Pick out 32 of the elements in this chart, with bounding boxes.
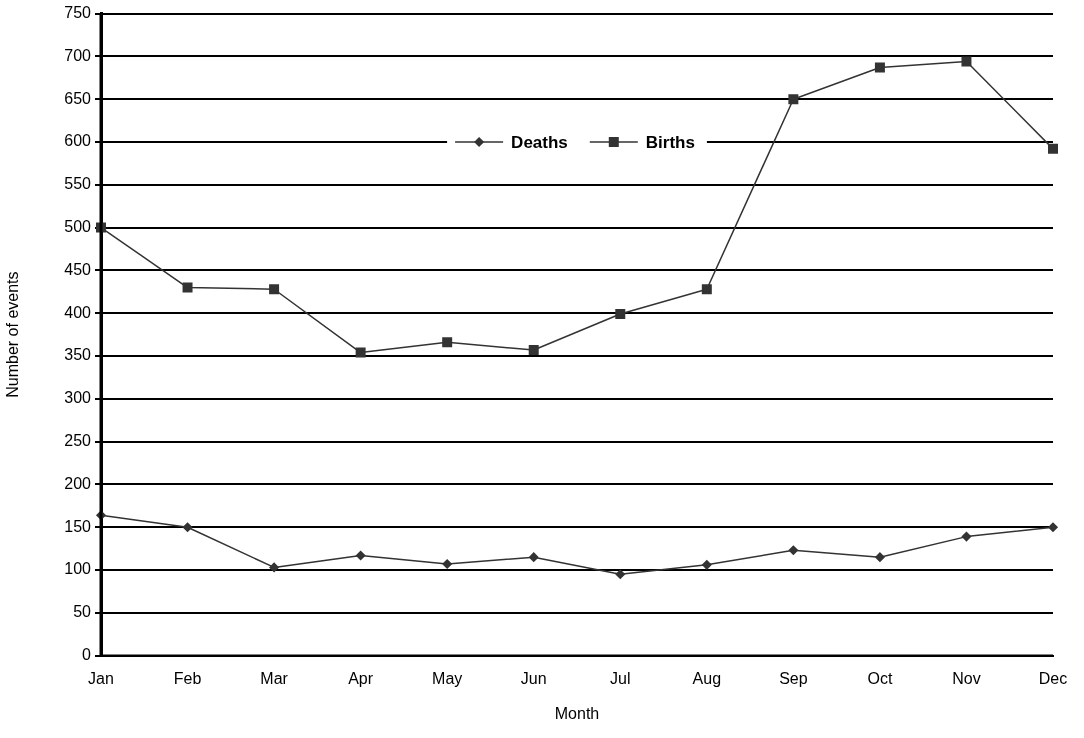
y-tick-label: 750 <box>64 4 92 22</box>
x-tick-label: Feb <box>173 669 202 687</box>
y-tick-label: 600 <box>64 132 92 150</box>
x-tick-label: Apr <box>348 669 374 687</box>
x-tick-label: Nov <box>952 669 981 687</box>
x-tick-label: Aug <box>692 669 722 687</box>
y-tick-label: 200 <box>64 474 92 492</box>
y-tick-label: 450 <box>64 260 92 278</box>
y-tick-label: 150 <box>64 517 92 535</box>
x-tick-label: Sep <box>779 669 808 687</box>
y-tick-label: 500 <box>64 218 92 236</box>
legend-label: Births <box>645 132 695 152</box>
x-tick-label: Dec <box>1038 669 1068 687</box>
x-tick-label: Mar <box>260 669 289 687</box>
y-tick-label: 550 <box>64 175 92 193</box>
legend-label: Deaths <box>511 132 568 152</box>
y-axis-title: Number of events <box>4 271 22 398</box>
y-tick-label: 350 <box>64 346 92 364</box>
y-tick-label: 700 <box>64 46 92 64</box>
x-tick-label: May <box>432 669 463 687</box>
x-tick-label: Jun <box>520 669 547 687</box>
y-tick-label: 50 <box>73 603 92 621</box>
y-tick-label: 100 <box>64 560 92 578</box>
x-axis-title: Month <box>554 704 600 722</box>
y-tick-label: 400 <box>64 303 92 321</box>
x-tick-label: Oct <box>867 669 893 687</box>
x-tick-label: Jul <box>610 669 631 687</box>
y-tick-label: 300 <box>64 389 92 407</box>
x-tick-label: Jan <box>88 669 114 687</box>
y-tick-label: 650 <box>64 89 92 107</box>
y-tick-label: 250 <box>64 432 92 450</box>
y-tick-label: 0 <box>82 646 92 664</box>
